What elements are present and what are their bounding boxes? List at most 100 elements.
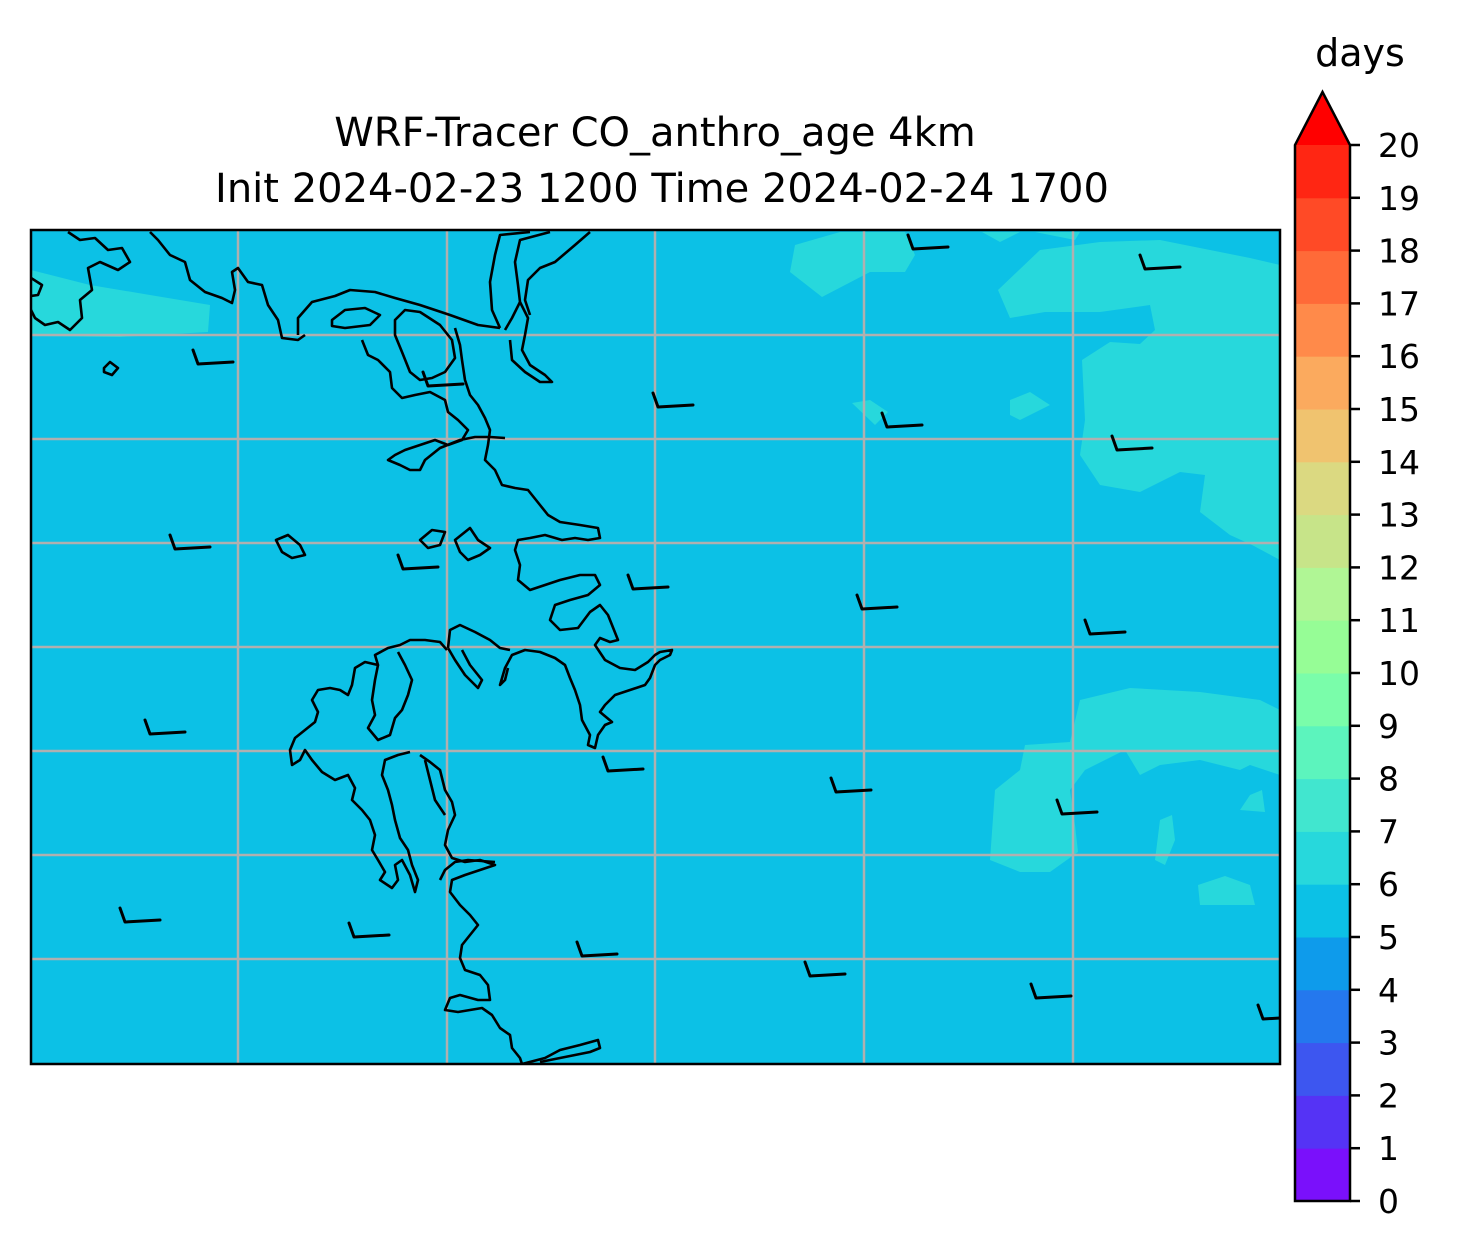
colorbar-tick-label: 6 [1378,865,1399,904]
wind-barb [347,921,391,939]
patch-northeast [998,240,1280,560]
colorbar-band [1295,461,1350,516]
colorbar-tick-label: 5 [1378,918,1399,957]
wind-barb [143,718,187,736]
coastline-north [31,230,132,332]
chart-title-line1: WRF-Tracer CO_anthro_age 4km [334,110,976,156]
colorbar-band [1295,1148,1350,1202]
coastline-inlet-south [419,753,524,1064]
colorbar-band [1295,937,1350,991]
colorbar-tick-label: 12 [1378,548,1420,587]
wind-barbs [118,233,1280,1021]
wind-barb [1138,253,1182,271]
patch-southeast-small-1 [1240,790,1265,812]
patch-northeast-top [1035,232,1080,240]
colorbar-band [1295,303,1350,357]
colorbar-tick-label: 13 [1378,496,1420,535]
colorbar-band [1295,145,1350,199]
wind-barb [1029,982,1073,1000]
coastline-channel [523,231,591,316]
coastline-sound-west [360,339,506,472]
coastline-bay [503,230,554,384]
patch-north-center [790,232,915,297]
colorbar-tick-label: 19 [1378,179,1420,218]
island-cluster-1 [418,528,447,550]
wind-barb [626,573,670,591]
island-small-central [274,533,307,560]
colorbar-tick-label: 8 [1378,760,1399,799]
patch-southeast-small-3 [1198,876,1255,905]
wind-barb [1055,798,1099,816]
colorbar-band [1295,409,1350,463]
wind-barb [651,391,695,409]
wind-barb [396,553,440,571]
wind-barb [829,776,873,794]
coastline-peninsula-south [288,638,448,894]
colorbar-band [1295,778,1350,832]
wind-barb [880,411,924,429]
colorbar-band [1295,514,1350,568]
colorbar-tick-label: 4 [1378,971,1399,1010]
colorbar-band [1295,884,1350,938]
colorbar-bands [1295,145,1350,1202]
colorbar-band [1295,1095,1350,1149]
colorbar-tick-label: 15 [1378,390,1420,429]
wind-barb [191,348,235,366]
coastline-island-mid [393,308,457,382]
wind-barb [1083,618,1127,636]
colorbar-band [1295,197,1350,252]
coastline-north-inlet [149,231,306,342]
colorbar-band [1295,356,1350,410]
wind-barb [575,940,619,958]
field-patches-6-7 [31,232,1280,905]
colorbar-tick-label: 1 [1378,1129,1399,1168]
colorbar-band [1295,725,1350,780]
wind-barb [803,960,847,978]
chart-title-line2: Init 2024-02-23 1200 Time 2024-02-24 170… [215,166,1109,212]
wind-barb [1110,434,1154,452]
island-north-small [330,306,382,330]
coastline-peninsula-inner [366,651,414,742]
patch-southeast-small-2 [1155,815,1175,865]
coastlines [31,230,674,1064]
wind-barb [168,533,212,551]
colorbar-band [1295,250,1350,304]
colorbar-tick-label: 2 [1378,1076,1399,1115]
colorbar-tick-label: 20 [1378,126,1420,165]
wind-barb [906,233,950,251]
coastline-island-south [438,858,496,881]
colorbar-band [1295,989,1350,1044]
coastline-upper-peninsula [296,288,501,335]
island-small-west [102,360,120,377]
island-cluster-2 [453,526,492,562]
wind-barb [855,593,899,611]
coastline-river [453,327,674,750]
colorbar-tick-label: 17 [1378,284,1420,323]
patch-sliver [852,400,888,425]
patch-north-top [982,232,1020,242]
colorbar-band [1295,620,1350,674]
colorbar-band [1295,831,1350,885]
colorbar-label: days [1315,31,1405,75]
colorbar-band [1295,673,1350,727]
coastline-south-inner [423,759,447,816]
patch-northwest [31,270,210,337]
colorbar-tick-label: 16 [1378,337,1420,376]
colorbar-tick-label: 9 [1378,707,1399,746]
patch-southeast [990,688,1280,872]
colorbar-tick-label: 18 [1378,232,1420,271]
colorbar-tick-label: 3 [1378,1024,1399,1063]
map-panel [31,230,1280,1064]
coastline-north-inlet [31,276,44,298]
coastline-bottom [521,1038,602,1064]
wind-barb [421,370,465,388]
patch-east-mid [1010,392,1050,420]
colorbar-tick-label: 0 [1378,1182,1399,1221]
coastline-sound-east [488,230,531,329]
colorbar-band [1295,567,1350,621]
colorbar-tick-label: 7 [1378,812,1399,851]
colorbar-tick-label: 11 [1378,601,1420,640]
